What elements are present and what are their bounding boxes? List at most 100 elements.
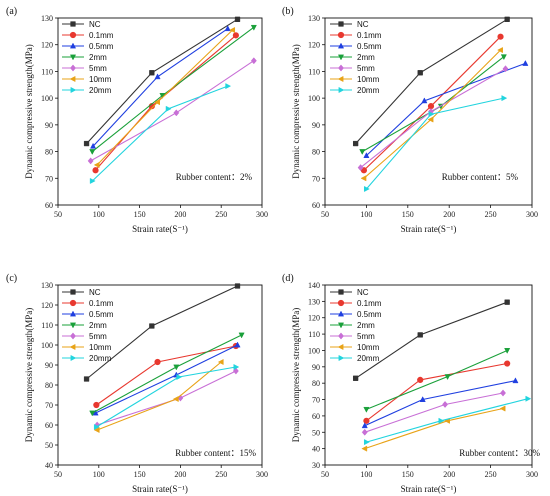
panel-label: (d)	[282, 273, 294, 284]
legend-label: 10mm	[357, 75, 380, 84]
y-tick-label: 80	[45, 381, 53, 390]
series-NC	[352, 299, 510, 381]
data-point	[87, 157, 94, 165]
data-point	[172, 395, 179, 403]
y-tick-label: 100	[41, 341, 53, 350]
data-point	[357, 164, 364, 172]
legend-label: 0.1mm	[357, 31, 382, 40]
legend-marker	[69, 75, 76, 83]
data-point	[173, 109, 180, 117]
plot-frame	[324, 17, 533, 206]
data-point	[363, 439, 370, 446]
plot-frame	[57, 284, 263, 466]
data-point	[504, 360, 511, 367]
chart-panel-c: 50 100 150 200 250 30040506070809010011012013…	[6, 273, 268, 494]
y-tick-label: 130	[308, 297, 320, 306]
x-tick-label: 50	[321, 210, 329, 219]
data-point	[497, 47, 503, 54]
series-NC	[352, 16, 510, 147]
x-tick-label: 200	[174, 470, 186, 479]
legend-label: 0.1mm	[357, 299, 382, 308]
y-tick-label: 130	[41, 14, 53, 23]
y-tick-label: 130	[41, 281, 53, 290]
series-2mm	[363, 348, 511, 413]
legend-label: 20mm	[89, 354, 112, 363]
y-axis-label: Dynamic compressive strength(MPa)	[24, 44, 34, 178]
legend-label: 0.5mm	[357, 310, 382, 319]
y-tick-label: 60	[312, 201, 320, 210]
panel-label: (a)	[6, 6, 17, 17]
y-tick-label: 80	[312, 148, 320, 157]
series-line	[92, 334, 242, 414]
series-20mm	[363, 95, 508, 193]
y-tick-label: 30	[312, 461, 320, 470]
data-point	[501, 95, 508, 102]
legend-marker	[337, 75, 344, 83]
chart-panel-a: 50 100 150 200 250 300 60 70 80 90 100 110 120 130 Str…	[6, 6, 268, 234]
data-point	[154, 358, 161, 366]
x-tick-label: 300	[526, 210, 538, 219]
x-tick-label: 50	[54, 210, 62, 219]
plot-frame	[324, 284, 533, 466]
data-point	[234, 341, 241, 348]
x-axis-label: Strain rate(S⁻¹)	[132, 224, 188, 234]
series-line	[366, 349, 508, 410]
series-NC	[83, 16, 241, 147]
x-tick-label: 250	[485, 210, 497, 219]
legend-marker	[69, 42, 77, 49]
data-point	[359, 149, 366, 155]
plot-frame	[57, 17, 263, 206]
data-point	[92, 167, 99, 174]
rubber-content-note: Rubber content：2%	[176, 172, 253, 182]
series-line	[364, 407, 504, 450]
y-tick-label: 60	[45, 421, 53, 430]
y-tick-label: 70	[45, 401, 53, 410]
legend-marker	[337, 299, 345, 307]
data-point	[500, 389, 506, 397]
series-20mm	[89, 83, 232, 185]
series-line	[366, 62, 526, 156]
data-point	[360, 167, 368, 174]
legend-marker	[69, 322, 77, 329]
legend-marker	[337, 54, 345, 61]
x-tick-label: 300	[256, 210, 268, 219]
data-point	[363, 417, 370, 424]
y-tick-label: 40	[312, 445, 320, 454]
y-tick-label: 110	[41, 321, 53, 330]
data-point	[250, 57, 257, 65]
data-point	[83, 376, 90, 382]
series-10mm	[93, 358, 224, 434]
legend-label: 2mm	[357, 321, 375, 330]
series-5mm	[361, 389, 506, 436]
data-point	[154, 99, 160, 106]
legend-label: 10mm	[357, 343, 380, 352]
series-20mm	[93, 363, 240, 431]
data-point	[504, 348, 511, 354]
legend-label: 0.5mm	[89, 310, 114, 319]
y-tick-label: 110	[308, 67, 320, 76]
chart-panel-d: 50 100 150 200 250 300 30 40 50 60 70 80 90 100 110 120…	[282, 273, 541, 494]
data-point	[361, 445, 368, 452]
x-tick-label: 250	[215, 210, 227, 219]
legend-label: 5mm	[89, 64, 107, 73]
data-point	[442, 400, 449, 408]
y-axis-label: Dynamic compressive strength(MPa)	[291, 44, 301, 178]
data-point	[500, 54, 507, 61]
series-line	[95, 34, 237, 171]
series-NC	[83, 283, 241, 382]
data-point	[93, 426, 100, 434]
legend-marker	[69, 299, 77, 307]
legend: NC 0.1mm 0.5mm 2mm 5mm 10mm 20mm	[330, 288, 382, 363]
y-tick-label: 120	[308, 314, 320, 323]
legend-marker	[70, 332, 76, 340]
data-point	[154, 73, 161, 80]
data-point	[525, 395, 532, 402]
x-tick-label: 300	[256, 470, 268, 479]
data-point	[173, 364, 180, 371]
legend-label: 0.1mm	[89, 31, 114, 40]
data-point	[421, 97, 428, 104]
series-0_5mm	[363, 59, 529, 158]
data-point	[499, 405, 506, 412]
data-point	[217, 358, 224, 366]
y-tick-label: 90	[312, 121, 320, 130]
